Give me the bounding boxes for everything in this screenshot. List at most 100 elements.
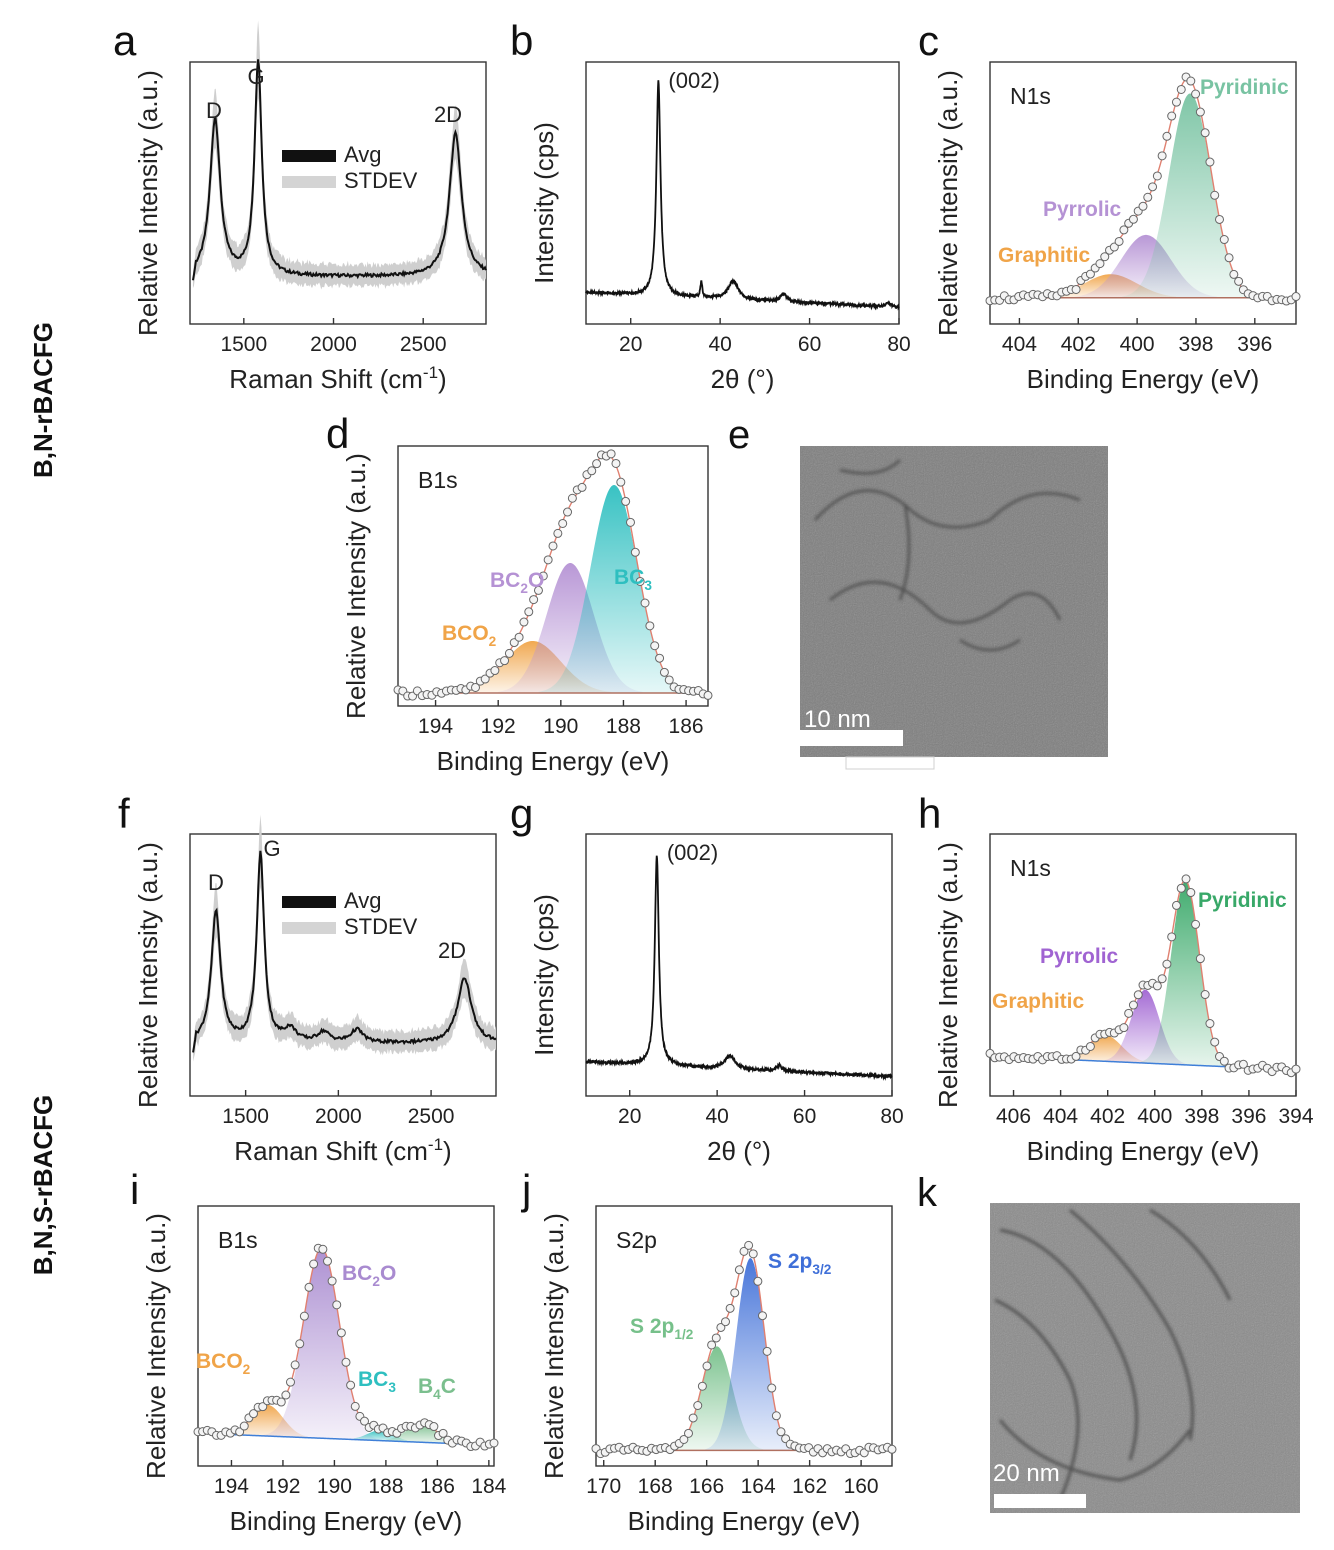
data-point [716, 1322, 726, 1332]
data-point [350, 1401, 360, 1411]
peak-annotation-002: (002) [668, 68, 719, 93]
x-tick-label: 186 [420, 1475, 455, 1498]
component-label: Pyrrolic [1043, 198, 1122, 221]
x-tick-label: 168 [638, 1475, 673, 1498]
x-axis-label: Binding Energy (eV) [1027, 1136, 1260, 1166]
data-point [1186, 888, 1196, 898]
x-tick-label: 1500 [222, 1105, 269, 1128]
x-tick-label: 194 [418, 715, 453, 738]
data-point [650, 641, 660, 651]
data-point [734, 1265, 744, 1275]
legend-label-stdev: STDEV [344, 168, 418, 193]
panel-letter-b: b [510, 17, 533, 64]
x-axis-label: Binding Energy (eV) [1027, 364, 1260, 394]
x-axis-label: 2θ (°) [711, 364, 775, 394]
peak-label-G: G [263, 836, 280, 861]
x-axis-label: 2θ (°) [707, 1136, 771, 1166]
data-point [538, 571, 548, 581]
data-point [1205, 1019, 1215, 1029]
data-point [1119, 225, 1129, 235]
tem-image-k: k 20 nm [917, 1171, 1300, 1513]
panel-letter-i: i [130, 1166, 139, 1213]
data-point [1171, 97, 1181, 107]
x-tick-label: 192 [481, 715, 516, 738]
data-point [480, 674, 490, 684]
data-point [762, 1346, 772, 1356]
data-point [1291, 292, 1301, 302]
data-point [1143, 192, 1153, 202]
component-label: Pyridinic [1200, 76, 1289, 99]
legend-swatch-avg [282, 896, 336, 908]
data-point [767, 1383, 777, 1393]
x-tick-label: 190 [543, 715, 578, 738]
panel-letter-k: k [917, 1171, 938, 1215]
xrd-line [585, 80, 900, 311]
panel-letter-a: a [113, 17, 137, 64]
x-tick-label: 170 [586, 1475, 621, 1498]
data-point [606, 449, 616, 459]
data-point [711, 1333, 721, 1343]
component-label: BC3 [358, 1368, 396, 1395]
x-axis-label: Raman Shift (cm-1) [229, 363, 446, 394]
x-tick-label: 40 [708, 333, 731, 356]
spectrum-title: B1s [218, 1227, 258, 1253]
peak-label-G: G [247, 64, 264, 89]
x-tick-label: 394 [1278, 1105, 1313, 1128]
component-label: Pyridinic [1198, 889, 1287, 912]
x-tick-label: 80 [880, 1105, 903, 1128]
panel-letter-g: g [510, 790, 533, 837]
legend-swatch-avg [282, 150, 336, 162]
data-point [1186, 76, 1196, 86]
plot-frame [989, 833, 1297, 1097]
data-point [1100, 252, 1110, 262]
x-tick-label: 166 [689, 1475, 724, 1498]
panel-letter-f: f [118, 790, 130, 837]
data-point [1071, 284, 1081, 294]
data-point [1224, 253, 1234, 263]
data-point [558, 518, 568, 528]
data-point [1114, 236, 1124, 246]
data-point [533, 585, 543, 595]
data-point [703, 690, 713, 700]
data-point [567, 493, 577, 503]
chart-f: f 1500 2000 2500 Relative Intensity (a.u.) Ra… [118, 790, 497, 1166]
data-point [1176, 883, 1186, 893]
data-point [1095, 259, 1105, 269]
x-axis-label: Binding Energy (eV) [230, 1506, 463, 1536]
y-axis-label: Relative Intensity (a.u.) [133, 842, 163, 1108]
data-point [299, 1311, 309, 1321]
x-tick-label: 186 [669, 715, 704, 738]
plot-frame [189, 833, 497, 1097]
data-point [697, 1381, 707, 1391]
avg-line [192, 850, 497, 1053]
spectrum-title: N1s [1010, 855, 1051, 881]
data-point [429, 1422, 439, 1432]
x-tick-label: 194 [214, 1475, 249, 1498]
data-point [471, 682, 480, 692]
chart-h: h 406 404 402 400 398 396 394 Relative Intensity… [918, 790, 1314, 1166]
data-point [1128, 1000, 1138, 1010]
data-point [309, 1259, 319, 1269]
chart-g: g 20 40 60 80 Intensity (cps) 2θ (°) (002) [510, 790, 904, 1166]
data-point [1215, 214, 1224, 224]
spectrum-title: B1s [418, 467, 458, 493]
data-point [563, 507, 573, 517]
y-axis-label: Relative Intensity (a.u.) [133, 70, 163, 336]
data-point [725, 1303, 735, 1313]
data-point [1238, 1059, 1248, 1069]
peak-label-2D: 2D [434, 102, 462, 127]
component-label: B4C [418, 1375, 456, 1402]
data-point [1085, 269, 1095, 279]
data-point [1128, 214, 1138, 224]
y-axis-label: Intensity (cps) [529, 894, 559, 1056]
xrd-line [585, 855, 893, 1081]
component-label: BC3 [614, 566, 652, 593]
data-point [630, 547, 640, 557]
y-axis-label: Relative Intensity (a.u.) [933, 70, 963, 336]
plot-frame [197, 1205, 495, 1467]
x-axis-label: Raman Shift (cm-1) [234, 1135, 451, 1166]
data-point [249, 1409, 258, 1419]
data-point [304, 1282, 314, 1292]
x-tick-label: 60 [793, 1105, 816, 1128]
